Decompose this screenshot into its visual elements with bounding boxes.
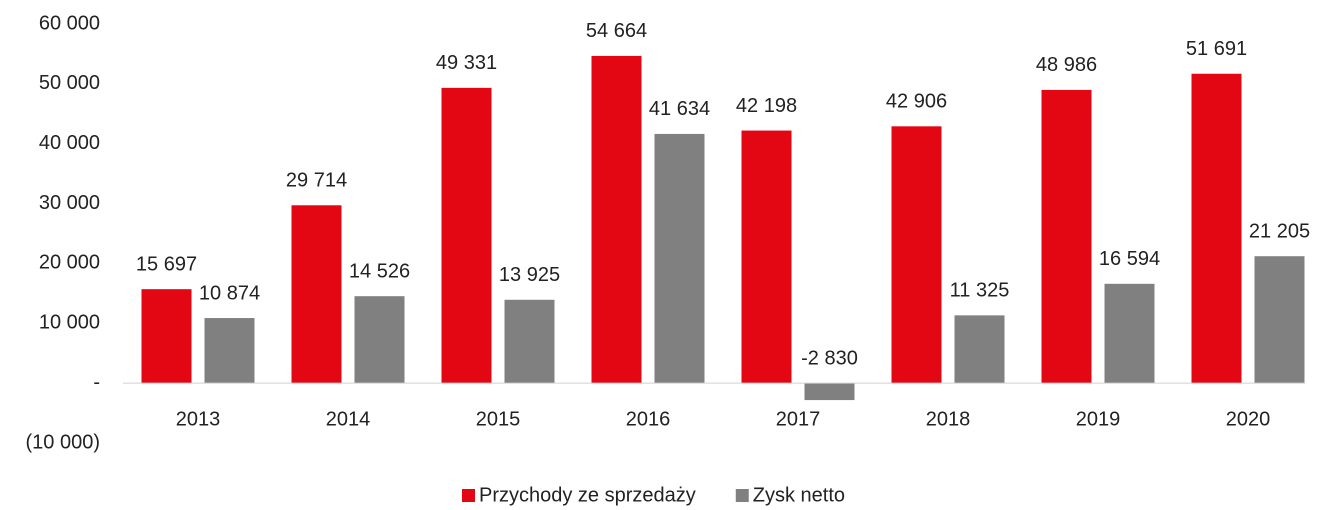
- y-tick-label: 40 000: [39, 132, 100, 154]
- y-tick-label: (10 000): [26, 431, 101, 453]
- bar: [1104, 283, 1155, 384]
- y-tick-label: 60 000: [39, 12, 100, 34]
- data-label: 21 205: [1249, 220, 1310, 242]
- legend-label: Zysk netto: [753, 484, 845, 506]
- data-label: 42 906: [886, 91, 947, 113]
- data-label: 29 714: [286, 170, 347, 192]
- data-label: 51 691: [1186, 38, 1247, 60]
- x-tick-label: 2019: [1076, 408, 1121, 430]
- x-tick-label: 2016: [626, 408, 671, 430]
- bar: [204, 318, 255, 384]
- bar: [141, 289, 192, 384]
- legend-label: Przychody ze sprzedaży: [479, 484, 696, 506]
- data-label: 10 874: [199, 282, 260, 304]
- x-tick-label: 2014: [326, 408, 371, 430]
- y-tick-label: 30 000: [39, 192, 100, 214]
- data-label: 13 925: [499, 264, 560, 286]
- bar: [1191, 73, 1242, 384]
- data-label: -2 830: [801, 347, 858, 369]
- y-tick-label: 10 000: [39, 312, 100, 334]
- bar: [1254, 256, 1305, 384]
- y-tick-label: 20 000: [39, 252, 100, 274]
- data-label: 15 697: [136, 253, 197, 275]
- bar: [804, 383, 855, 401]
- y-tick-label: -: [93, 371, 100, 393]
- bar: [441, 87, 492, 384]
- data-label: 49 331: [436, 52, 497, 74]
- bar: [954, 315, 1005, 384]
- bar: [291, 205, 342, 384]
- data-label: 11 325: [950, 280, 1010, 302]
- legend-swatch: [462, 489, 475, 502]
- data-label: 54 664: [586, 20, 647, 42]
- data-label: 14 526: [349, 260, 410, 282]
- x-tick-label: 2020: [1226, 408, 1271, 430]
- x-tick-label: 2018: [926, 408, 971, 430]
- x-tick-label: 2015: [476, 408, 521, 430]
- bar: [504, 299, 555, 384]
- bar: [591, 55, 642, 384]
- x-tick-label: 2017: [776, 408, 821, 430]
- data-label: 41 634: [649, 98, 710, 120]
- legend-swatch: [735, 489, 749, 502]
- bar: [741, 130, 792, 384]
- data-label: 48 986: [1036, 54, 1097, 76]
- bar: [354, 296, 405, 384]
- x-tick-label: 2013: [176, 408, 221, 430]
- y-tick-label: 50 000: [39, 72, 100, 94]
- data-label: 16 594: [1099, 248, 1160, 270]
- bar: [1041, 89, 1092, 384]
- data-label: 42 198: [736, 95, 797, 117]
- bar: [654, 133, 705, 384]
- bar: [891, 126, 942, 384]
